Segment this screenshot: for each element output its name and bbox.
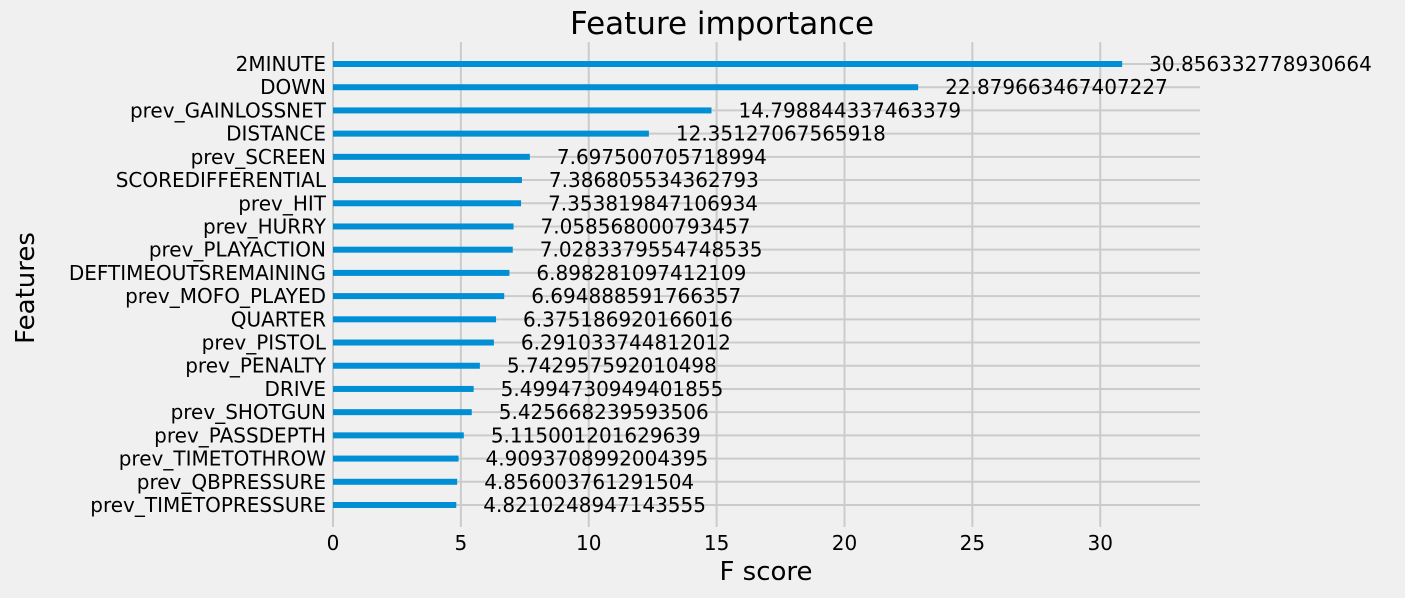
- y-tick-label: prev_GAINLOSSNET: [130, 98, 327, 122]
- y-tick-label: prev_PLAYACTION: [149, 238, 326, 262]
- bar: [333, 130, 649, 137]
- data-label: 7.058568000793457: [541, 214, 751, 238]
- labels-layer: 0 5 10 15 20 25 30 2MINUTE 30.856332778930664 DOW…: [69, 52, 1372, 555]
- data-label: 22.879663467407227: [945, 75, 1168, 99]
- bar: [333, 339, 494, 346]
- y-tick-label: SCOREDIFFERENTIAL: [116, 168, 327, 192]
- x-tick-label: 15: [704, 531, 729, 555]
- y-tick-label: DISTANCE: [226, 122, 326, 146]
- y-tick-label: 2MINUTE: [236, 52, 326, 76]
- y-tick-label: prev_TIMETOTHROW: [119, 447, 326, 471]
- bar: [333, 177, 522, 184]
- y-tick-label: prev_HURRY: [203, 214, 327, 238]
- data-label: 6.375186920166016: [523, 307, 733, 331]
- bar: [333, 84, 919, 91]
- bar: [333, 385, 474, 392]
- bar: [333, 432, 464, 439]
- bar: [333, 502, 457, 508]
- y-tick-label: prev_HIT: [238, 191, 327, 215]
- y-tick-label: prev_PENALTY: [185, 354, 327, 378]
- bar: [333, 316, 497, 323]
- y-tick-label: prev_QBPRESSURE: [137, 470, 326, 494]
- bar: [333, 153, 530, 160]
- data-label: 4.9093708992004395: [486, 447, 709, 471]
- data-label: 6.898281097412109: [536, 261, 746, 285]
- bars-layer: [333, 61, 1123, 508]
- bar: [333, 409, 472, 416]
- data-label: 7.353819847106934: [548, 191, 758, 215]
- y-tick-label: DRIVE: [264, 377, 326, 401]
- x-tick-label: 5: [455, 531, 468, 555]
- x-tick-label: 30: [1088, 531, 1113, 555]
- chart-title: Feature importance: [570, 6, 874, 42]
- data-label: 14.798844337463379: [738, 98, 961, 122]
- bar: [333, 107, 712, 114]
- bar: [333, 455, 459, 462]
- y-tick-label: DEFTIMEOUTSREMAINING: [69, 261, 326, 285]
- data-label: 4.8210248947143555: [483, 493, 706, 517]
- x-tick-label: 20: [832, 531, 857, 555]
- x-tick-label: 10: [576, 531, 601, 555]
- y-tick-label: prev_TIMETOPRESSURE: [90, 493, 326, 517]
- data-label: 7.697500705718994: [557, 145, 767, 169]
- x-tick-label: 25: [960, 531, 985, 555]
- bar: [333, 269, 510, 276]
- y-tick-label: prev_PASSDEPTH: [154, 423, 326, 447]
- y-tick-label: prev_PISTOL: [202, 331, 327, 355]
- data-label: 5.4994730949401855: [501, 377, 724, 401]
- bar: [333, 293, 505, 300]
- bar: [333, 478, 458, 485]
- data-label: 5.425668239593506: [499, 400, 709, 424]
- data-label: 4.856003761291504: [484, 470, 694, 494]
- data-label: 6.291033744812012: [521, 331, 731, 355]
- y-axis-label: Features: [11, 232, 41, 344]
- x-axis-label: F score: [719, 557, 812, 587]
- bar: [333, 362, 480, 369]
- data-label: 7.0283379554748535: [540, 238, 763, 262]
- data-label: 7.386805534362793: [549, 168, 759, 192]
- y-tick-label: prev_SHOTGUN: [171, 400, 326, 424]
- y-tick-label: prev_SCREEN: [191, 145, 326, 169]
- bar: [333, 61, 1123, 67]
- y-tick-label: DOWN: [260, 75, 326, 99]
- bar: [333, 223, 514, 230]
- data-label: 30.856332778930664: [1149, 52, 1372, 76]
- data-label: 5.742957592010498: [507, 354, 717, 378]
- x-tick-label: 0: [327, 531, 340, 555]
- bar: [333, 200, 522, 207]
- data-label: 6.694888591766357: [531, 284, 741, 308]
- data-label: 12.35127067565918: [676, 122, 886, 146]
- y-tick-label: prev_MOFO_PLAYED: [125, 284, 326, 308]
- data-label: 5.115001201629639: [491, 423, 701, 447]
- bar: [333, 246, 513, 253]
- y-tick-label: QUARTER: [231, 307, 326, 331]
